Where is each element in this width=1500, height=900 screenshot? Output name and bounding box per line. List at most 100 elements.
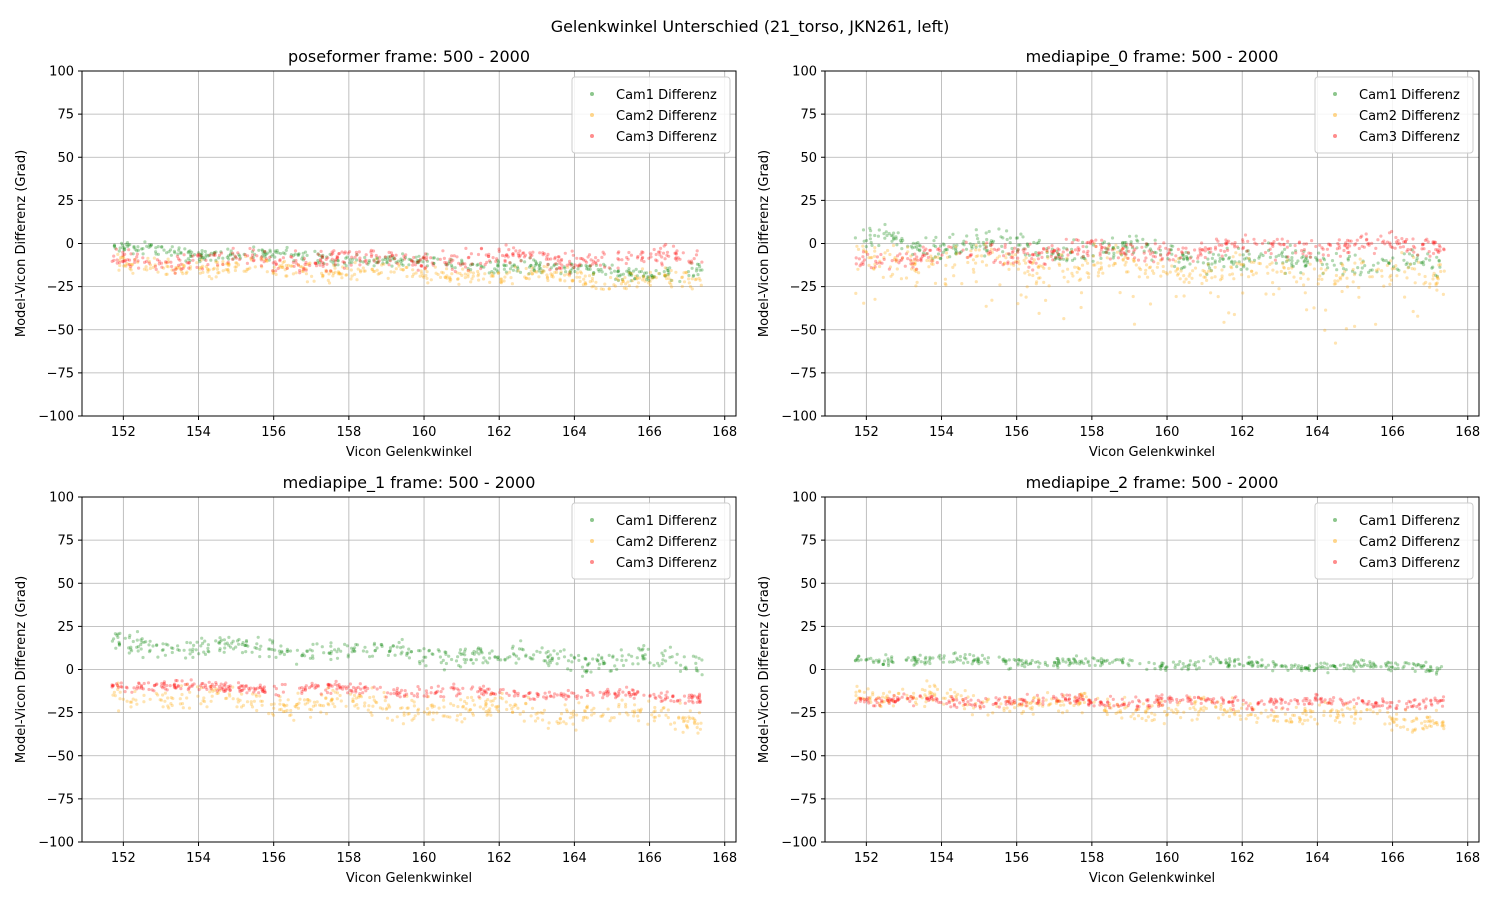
scatter-point bbox=[1307, 664, 1311, 668]
scatter-point bbox=[179, 251, 183, 255]
scatter-point bbox=[606, 687, 610, 691]
scatter-point bbox=[679, 663, 683, 667]
scatter-point bbox=[947, 660, 952, 664]
scatter-point bbox=[1203, 255, 1207, 260]
scatter-point bbox=[1086, 254, 1090, 258]
scatter-point bbox=[1074, 699, 1078, 703]
scatter-point bbox=[244, 684, 248, 688]
scatter-point bbox=[572, 265, 576, 269]
scatter-point bbox=[1160, 704, 1164, 708]
scatter-point bbox=[1126, 662, 1130, 666]
scatter-point bbox=[210, 687, 214, 691]
scatter-point bbox=[372, 698, 376, 702]
scatter-point bbox=[488, 707, 492, 711]
scatter-point bbox=[1170, 252, 1174, 256]
scatter-point bbox=[424, 689, 428, 693]
scatter-point bbox=[117, 709, 121, 713]
scatter-point bbox=[425, 252, 429, 256]
scatter-point bbox=[648, 694, 652, 698]
scatter-point bbox=[1402, 252, 1406, 256]
scatter-point bbox=[457, 663, 461, 668]
scatter-point bbox=[1041, 704, 1045, 708]
scatter-point bbox=[986, 713, 990, 717]
scatter-point bbox=[1264, 665, 1268, 670]
scatter-point bbox=[1297, 240, 1302, 244]
scatter-point bbox=[136, 259, 140, 263]
scatter-point bbox=[1411, 237, 1415, 241]
scatter-point bbox=[479, 267, 483, 271]
scatter-point bbox=[147, 643, 151, 647]
scatter-point bbox=[1184, 246, 1188, 250]
scatter-point bbox=[1038, 701, 1042, 705]
scatter-point bbox=[1221, 699, 1226, 703]
scatter-point bbox=[976, 698, 980, 703]
scatter-point bbox=[466, 269, 470, 273]
scatter-point bbox=[590, 708, 594, 712]
scatter-point bbox=[1001, 659, 1006, 663]
scatter-point bbox=[572, 265, 576, 270]
scatter-point bbox=[1394, 661, 1398, 665]
scatter-point bbox=[567, 274, 572, 278]
scatter-point bbox=[1434, 721, 1438, 725]
scatter-point bbox=[539, 711, 543, 715]
scatter-point bbox=[235, 705, 239, 709]
scatter-point bbox=[680, 275, 685, 279]
scatter-point bbox=[422, 694, 426, 698]
scatter-point bbox=[516, 267, 520, 271]
scatter-point bbox=[176, 684, 180, 689]
scatter-point bbox=[1256, 716, 1260, 720]
scatter-point bbox=[1435, 276, 1439, 280]
scatter-point bbox=[529, 264, 533, 268]
scatter-point bbox=[400, 688, 404, 692]
scatter-point bbox=[930, 256, 934, 260]
scatter-point bbox=[1202, 705, 1206, 709]
scatter-point bbox=[859, 658, 863, 662]
scatter-point bbox=[596, 258, 600, 263]
scatter-point bbox=[370, 267, 374, 271]
scatter-point bbox=[611, 655, 615, 659]
scatter-point bbox=[263, 253, 267, 257]
scatter-point bbox=[207, 274, 211, 279]
scatter-point bbox=[1005, 229, 1009, 233]
scatter-point bbox=[684, 270, 688, 274]
scatter-point bbox=[572, 709, 576, 713]
scatter-point bbox=[1108, 702, 1112, 706]
scatter-point bbox=[568, 270, 572, 274]
scatter-point bbox=[950, 660, 954, 664]
scatter-point bbox=[534, 262, 539, 266]
scatter-point bbox=[438, 257, 442, 261]
scatter-point bbox=[676, 698, 680, 703]
scatter-point bbox=[1306, 666, 1310, 670]
scatter-point bbox=[546, 257, 551, 261]
scatter-point bbox=[1430, 668, 1434, 673]
scatter-point bbox=[990, 240, 994, 245]
scatter-point bbox=[1124, 270, 1129, 274]
scatter-point bbox=[1175, 697, 1179, 702]
scatter-point bbox=[436, 648, 440, 652]
scatter-point bbox=[179, 267, 183, 271]
scatter-point bbox=[534, 712, 538, 716]
scatter-point bbox=[285, 274, 289, 278]
scatter-point bbox=[165, 688, 169, 692]
scatter-point bbox=[1062, 703, 1066, 707]
scatter-point bbox=[974, 254, 978, 259]
scatter-point bbox=[417, 259, 421, 264]
scatter-point bbox=[654, 258, 658, 262]
scatter-point bbox=[988, 250, 992, 254]
scatter-point bbox=[621, 279, 625, 284]
scatter-point bbox=[390, 253, 394, 257]
scatter-point bbox=[518, 712, 522, 716]
scatter-point bbox=[113, 694, 117, 698]
scatter-point bbox=[1372, 662, 1376, 667]
scatter-point bbox=[354, 642, 358, 647]
scatter-point bbox=[964, 240, 968, 244]
scatter-point bbox=[1268, 699, 1272, 703]
scatter-point bbox=[320, 254, 324, 258]
scatter-point bbox=[1188, 262, 1192, 266]
scatter-point bbox=[1240, 273, 1244, 277]
scatter-point bbox=[1392, 266, 1397, 271]
scatter-point bbox=[1125, 249, 1129, 253]
scatter-point bbox=[358, 692, 362, 696]
scatter-point bbox=[1139, 267, 1143, 272]
